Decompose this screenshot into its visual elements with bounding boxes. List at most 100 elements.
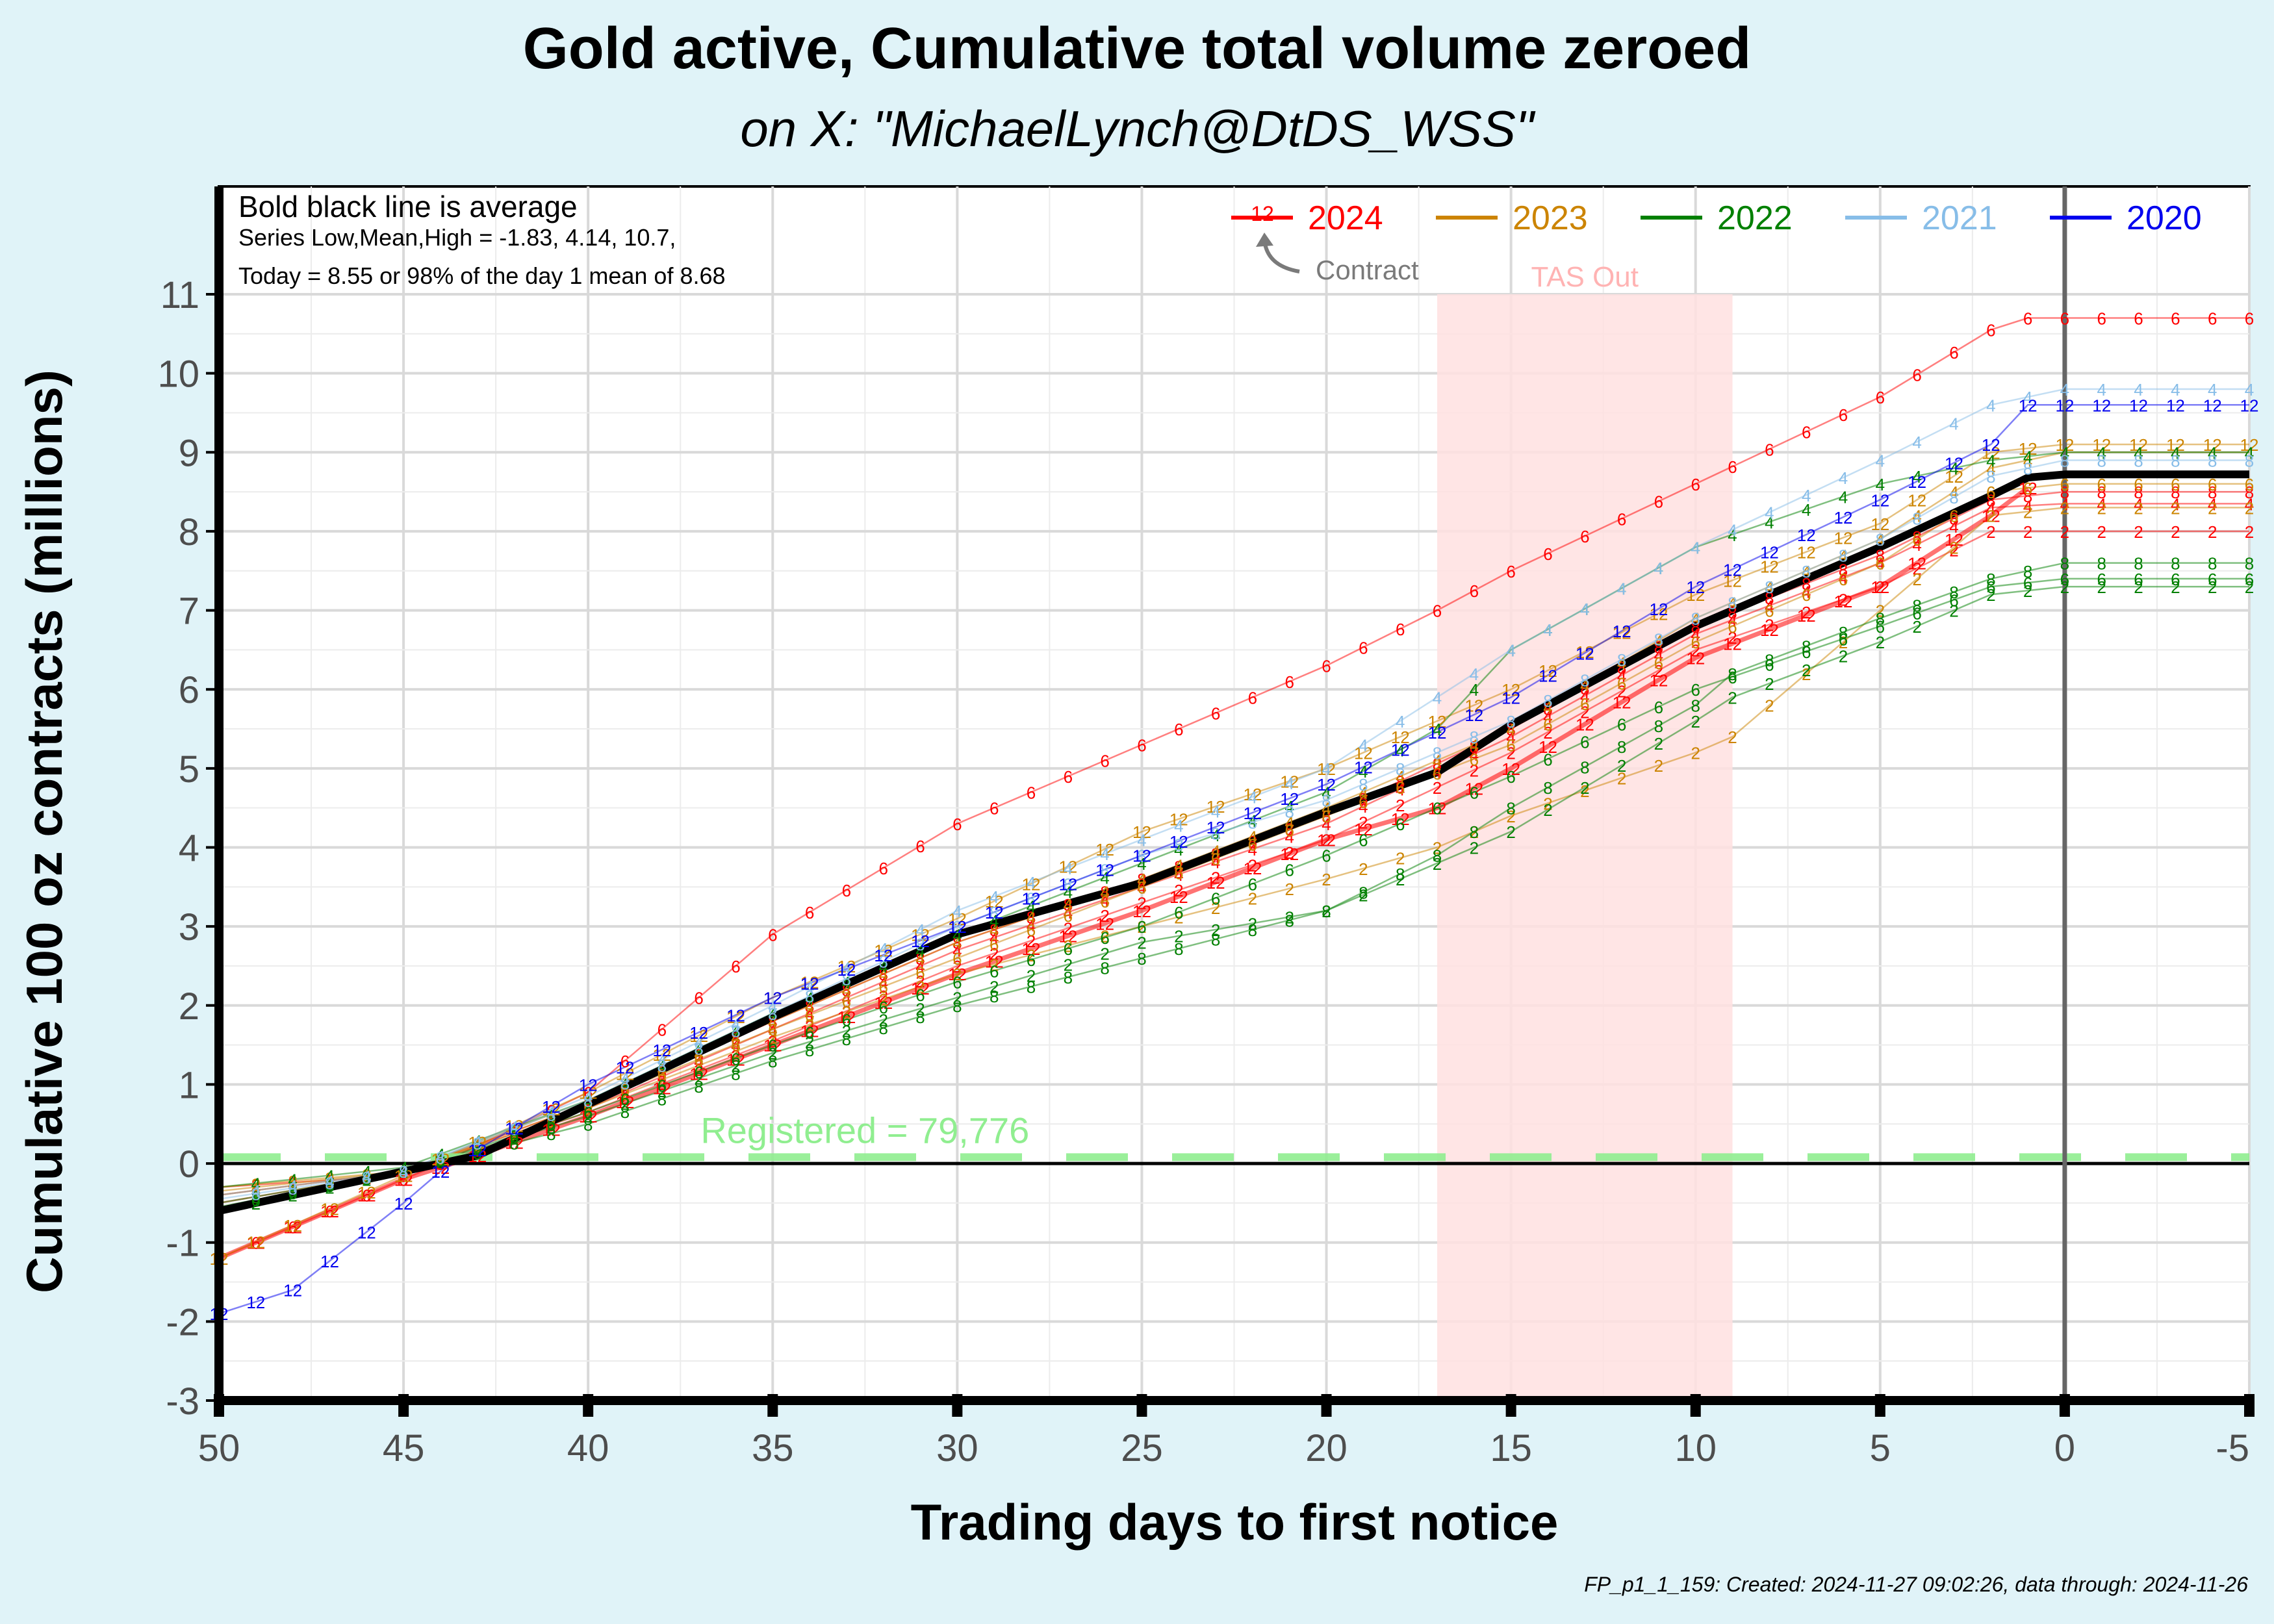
point-label-2024: 6 <box>1100 752 1109 771</box>
point-label-2024: 8 <box>731 1029 740 1048</box>
point-label-2024: 4 <box>1396 780 1405 800</box>
point-label-2024: 8 <box>1986 490 1995 510</box>
point-label-2022: 6 <box>1580 733 1589 752</box>
point-label-2023: 6 <box>694 1050 703 1070</box>
point-label-2021: 8 <box>694 1039 703 1059</box>
point-label-2020: 12 <box>1797 526 1816 545</box>
point-label-2022: 2 <box>1691 712 1700 731</box>
point-label-2024: 8 <box>1284 819 1294 839</box>
point-label-2022: 8 <box>805 1041 814 1060</box>
point-label-2022: 4 <box>1470 680 1479 700</box>
point-label-2021: 4 <box>1912 433 1921 452</box>
point-label-2024: 4 <box>362 1167 371 1187</box>
point-label-2023: 12 <box>468 1133 487 1152</box>
point-label-2024: 12 <box>1132 902 1151 921</box>
point-label-2020: 12 <box>2092 396 2111 415</box>
point-label-2022: 6 <box>399 1162 408 1182</box>
point-label-2024: 6 <box>1137 735 1146 755</box>
point-label-2022: 4 <box>915 941 925 961</box>
point-label-2022: 4 <box>436 1145 445 1165</box>
point-label-2023: 4 <box>1949 483 1958 502</box>
point-label-2024: 6 <box>768 925 777 945</box>
point-label-2024: 6 <box>805 903 814 922</box>
point-label-2024: 4 <box>583 1099 593 1119</box>
point-label-2021: 8 <box>1248 813 1257 833</box>
point-label-2022: 4 <box>2134 443 2143 463</box>
point-label-2024: 6 <box>915 837 925 856</box>
point-label-2024: 2 <box>1100 906 1109 926</box>
point-label-2023: 6 <box>768 1020 777 1039</box>
point-label-2022: 8 <box>878 1019 888 1038</box>
point-label-2024: 12 <box>763 1036 782 1056</box>
point-label-2023: 2 <box>1691 744 1700 763</box>
point-label-2022: 4 <box>2208 443 2217 463</box>
point-label-2024: 2 <box>472 1141 481 1160</box>
point-label-2024: 6 <box>546 1101 556 1121</box>
point-label-2023: 6 <box>1211 850 1220 869</box>
point-label-2021: 4 <box>472 1132 481 1152</box>
point-label-2023: 4 <box>1543 698 1552 717</box>
point-label-2023: 4 <box>1211 841 1220 861</box>
point-label-2022: 8 <box>731 1064 740 1084</box>
point-label-2022: 2 <box>1912 617 1921 637</box>
point-label-2024: 8 <box>2023 487 2032 506</box>
point-label-2024: 12 <box>1982 507 2000 526</box>
point-label-2021: 8 <box>1580 671 1589 691</box>
point-label-2024: 4 <box>2245 494 2254 514</box>
point-label-2023: 6 <box>1433 764 1442 783</box>
point-label-2024: 8 <box>1802 574 1811 594</box>
point-label-2022: 8 <box>251 1187 261 1207</box>
point-label-2024: 2 <box>1654 661 1663 681</box>
point-label-2020: 12 <box>468 1141 487 1160</box>
point-label-2024: 2 <box>2023 522 2032 542</box>
point-label-2023: 2 <box>1876 602 1885 621</box>
point-label-2024: 6 <box>1765 440 1774 459</box>
point-label-2023: 12 <box>763 989 782 1008</box>
point-label-2021: 4 <box>1100 844 1109 864</box>
point-label-2023: 6 <box>1470 750 1479 769</box>
point-label-2023: 6 <box>1359 793 1368 812</box>
point-label-2020: 12 <box>431 1162 450 1182</box>
point-label-2022: 8 <box>1470 822 1479 842</box>
point-label-2024: 6 <box>1876 388 1885 407</box>
point-label-2021: 4 <box>1284 774 1294 793</box>
point-label-2020: 12 <box>1428 723 1447 742</box>
average-path <box>218 470 2249 1215</box>
point-label-2021: 8 <box>1802 562 1811 581</box>
point-label-2023: 12 <box>1207 797 1225 817</box>
point-label-2022: 8 <box>694 1077 703 1097</box>
point-label-2022: 4 <box>1137 854 1146 874</box>
point-label-2024: 8 <box>2134 483 2143 502</box>
point-label-2021: 4 <box>399 1162 408 1182</box>
point-label-2024: 6 <box>472 1137 481 1156</box>
point-label-2022: 8 <box>990 987 999 1006</box>
point-label-2020: 12 <box>1945 454 1963 474</box>
contract-annotation: Contract <box>1256 233 1419 285</box>
point-label-2020: 12 <box>2240 396 2259 415</box>
point-label-2024: 8 <box>2171 483 2180 502</box>
y-tick-label: 3 <box>179 906 199 948</box>
point-label-2022: 8 <box>1986 570 1995 589</box>
point-label-2022: 6 <box>694 1063 703 1082</box>
point-label-2022: 4 <box>1248 811 1257 831</box>
point-label-2022: 6 <box>2171 570 2180 589</box>
point-label-2023: 4 <box>2023 451 2032 471</box>
point-label-2021: 8 <box>1839 546 1848 565</box>
point-label-2022: 8 <box>325 1175 334 1195</box>
point-label-2021: 4 <box>1064 859 1073 878</box>
point-label-2024: 2 <box>583 1103 593 1123</box>
point-label-2024: 8 <box>1617 658 1626 678</box>
point-label-2024: 6 <box>251 1234 261 1253</box>
point-label-2024: 4 <box>436 1150 445 1169</box>
point-label-2024: 4 <box>1064 903 1073 922</box>
point-label-2022: 2 <box>878 1011 888 1030</box>
point-label-2022: 2 <box>1064 956 1073 975</box>
reference-lines: Registered = 79,776 <box>219 186 2249 1401</box>
point-label-2022: 8 <box>915 1008 925 1027</box>
point-label-2024: 8 <box>1728 603 1737 622</box>
point-label-2023: 4 <box>1617 653 1626 673</box>
point-label-2022: 4 <box>1802 500 1811 520</box>
point-label-2022: 2 <box>768 1044 777 1063</box>
point-label-2022: 6 <box>1728 668 1737 687</box>
series-line-2020 <box>218 404 2249 1315</box>
